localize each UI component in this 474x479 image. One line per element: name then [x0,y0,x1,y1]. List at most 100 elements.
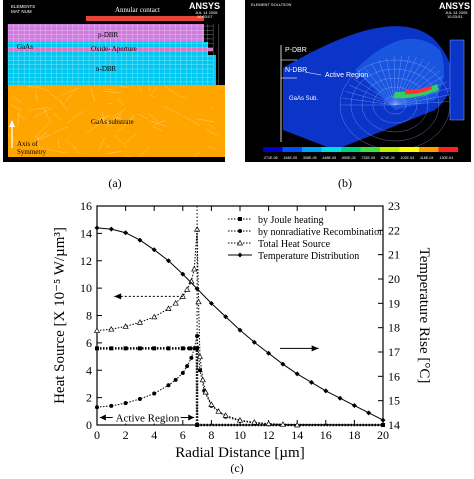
data-point [323,388,328,393]
colorbar-swatch [263,147,283,152]
caption-b: (b) [325,176,365,191]
x-tick-label: 10 [234,428,246,442]
annular-contact-label: Annular contact [115,6,160,14]
y-right-tick-label: 20 [388,272,400,286]
data-point [189,356,193,360]
colorbar-swatch [400,147,420,152]
active-region-label: Active Region [116,412,180,424]
active-region-label-b: Active Region [325,72,368,79]
y-left-tick-label: 6 [86,336,92,350]
colorbar-swatch [380,147,400,152]
x-tick-label: 2 [123,428,129,442]
colorbar-swatch [419,147,439,152]
caption-c: (c) [230,461,243,474]
data-point [381,418,386,423]
data-point [238,217,242,221]
y-left-tick-label: 8 [86,309,92,323]
annular-contact-layer [86,16,204,21]
data-point [167,383,171,387]
data-point [109,404,113,408]
oxide-aperture-label: Oxide- Aperture [91,45,137,53]
y-right-tick-label: 15 [388,394,400,408]
y-right-axis-label: Temperature Rise [°C] [416,248,432,384]
heat-arrow-head [114,293,121,299]
y-right-tick-label: 22 [388,223,400,237]
panel-b: ELEMENT SOLUTION ANSYS JUL 14 2005 10:33… [245,0,471,162]
time-b: 10:33:51 [447,14,463,19]
colorbar-tick: .448E-05 [322,156,337,160]
data-point [138,346,142,350]
y-right-tick-label: 23 [388,199,400,213]
data-point [124,401,128,405]
data-point [167,346,171,350]
panel-a-figure: ELEMENTS MAT NUM ANSYS JUL 14 2005 10:03… [3,0,225,162]
y-right-tick-label: 17 [388,345,400,359]
data-point [109,227,114,232]
data-point [192,266,197,271]
x-tick-label: 18 [348,428,360,442]
colorbar-swatch [322,147,342,152]
x-axis-label: Radial Distance [µm] [175,445,304,461]
colorbar-tick: .102E-04 [400,156,415,160]
axis-label-line1: Axis of [17,140,38,148]
colorbar-tick: .732E-05 [361,156,376,160]
panel-a: ELEMENTS MAT NUM ANSYS JUL 14 2005 10:03… [3,0,225,162]
colorbar-tick: .590E-05 [341,156,356,160]
y-left-tick-label: 0 [86,418,92,432]
header-left-b: ELEMENT SOLUTION [251,2,291,7]
active-region-arrow-left [100,414,106,420]
x-tick-label: 4 [151,428,157,442]
data-point [123,230,128,235]
data-point [109,346,113,350]
y-left-tick-label: 10 [80,281,92,295]
p-dbr-label-b: P-DBR [285,47,307,54]
x-tick-label: 0 [94,428,100,442]
x-tick-label: 14 [291,428,303,442]
x-tick-label: 6 [180,428,186,442]
data-point [185,364,189,368]
data-point [209,402,214,407]
data-point [338,396,343,401]
data-point [181,346,185,350]
data-point [238,253,243,258]
x-tick-label: 12 [263,428,275,442]
panel-b-figure: ELEMENT SOLUTION ANSYS JUL 14 2005 10:33… [245,0,471,162]
data-point [188,346,192,350]
x-tick-label: 8 [208,428,214,442]
substrate-label: GaAs substrate [91,118,134,126]
data-point [152,346,156,350]
gaas-sub-label-b: GaAs Sub. [289,96,318,102]
legend-label: Temperature Distribution [258,251,359,262]
y-left-tick-label: 12 [80,254,92,268]
axis-label-line2: Symmetry [17,148,47,156]
data-point [366,410,371,415]
corner-sub-label: MAT NUM [11,9,32,14]
y-right-tick-label: 19 [388,296,400,310]
caption-a: (a) [95,176,135,191]
colorbar-swatch [439,147,459,152]
y-right-tick-label: 21 [388,248,400,262]
data-point [152,314,157,319]
colorbar-swatch [341,147,361,152]
data-point [185,287,190,292]
temp-arrow-head [312,345,319,351]
y-left-tick-label: 2 [86,391,92,405]
legend-label: by Joule heating [258,215,324,226]
y-left-tick-label: 14 [80,226,92,240]
y-right-tick-label: 18 [388,321,400,335]
data-point [238,229,242,233]
colorbar-tick: .874E-05 [380,156,395,160]
data-point [352,403,357,408]
gaas-label: GaAs [17,43,33,51]
data-point [174,378,178,382]
y-left-tick-label: 4 [86,363,92,377]
colorbar-tick: .164E-05 [283,156,298,160]
colorbar-swatch [302,147,322,152]
data-point [95,405,99,409]
colorbar-tick: .306E-05 [302,156,317,160]
data-point [95,328,100,333]
active-region-arrow-right [188,414,194,420]
legend-label: by nonradiative Recombination [258,227,384,238]
